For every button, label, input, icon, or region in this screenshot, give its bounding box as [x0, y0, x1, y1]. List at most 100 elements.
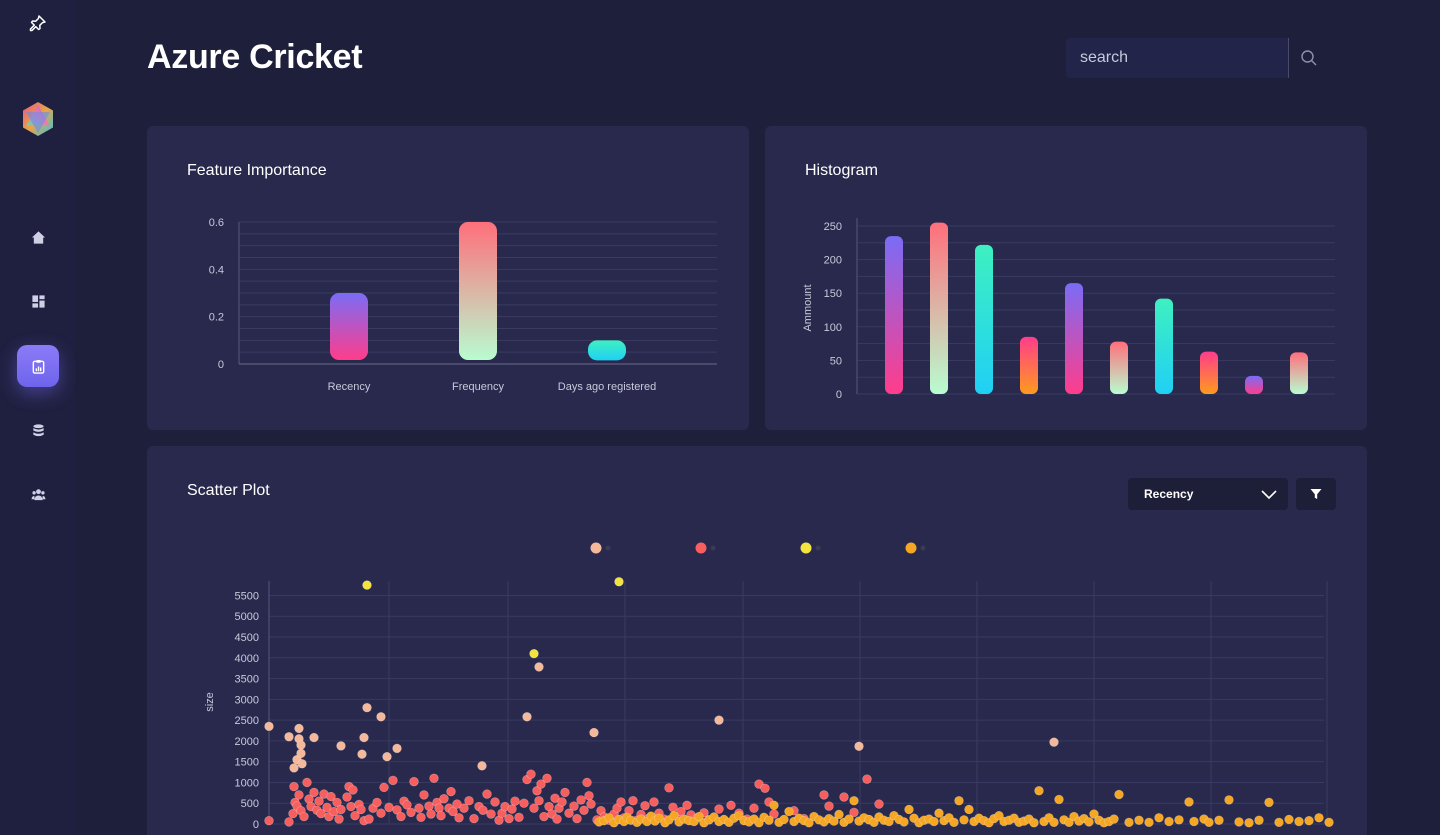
- scatter-point: [1314, 813, 1324, 823]
- scatter-point: [1124, 817, 1134, 828]
- histogram-chart: 0 50 100 150 200 250 Ammount: [802, 218, 1335, 401]
- scatter-point: [769, 800, 779, 811]
- y-axis-label: size: [204, 692, 216, 712]
- scatter-point: [824, 801, 834, 811]
- sidebar-item-database[interactable]: [17, 409, 59, 451]
- scatter-point: [364, 814, 374, 824]
- filter-icon: [1310, 489, 1322, 499]
- scatter-point: [464, 796, 474, 806]
- scatter-point: [1294, 816, 1304, 827]
- scatter-point: [452, 799, 462, 809]
- scatter-point: [714, 715, 724, 725]
- scatter-point: [316, 808, 326, 819]
- scatter-point: [419, 790, 429, 800]
- scatter-point: [1109, 814, 1119, 824]
- scatter-point: [854, 741, 864, 751]
- scatter-point: [482, 789, 492, 799]
- sidebar-item-users[interactable]: [17, 473, 59, 515]
- y-tick-label: 5500: [235, 590, 259, 602]
- search-button[interactable]: [1289, 38, 1329, 78]
- scatter-point: [760, 783, 770, 793]
- pin-icon[interactable]: [29, 14, 47, 32]
- scatter-point: [569, 801, 579, 811]
- scatter-point: [572, 813, 582, 824]
- scatter-point: [459, 803, 469, 813]
- scatter-title: Scatter Plot: [187, 482, 270, 499]
- scatter-point: [388, 775, 398, 786]
- bar: [459, 222, 497, 360]
- scatter-point: [682, 800, 692, 811]
- chevron-down-icon: [1261, 490, 1277, 500]
- scatter-point: [348, 785, 358, 795]
- y-axis-label: Ammount: [802, 284, 814, 331]
- scatter-point: [529, 648, 539, 659]
- sidebar-item-dashboard[interactable]: [17, 280, 59, 322]
- y-tick-label: 250: [824, 221, 842, 233]
- bar: [330, 293, 368, 360]
- feature-importance-chart: 0 0.2 0.4 0.6 Recency Frequency Days ago regis…: [209, 217, 717, 393]
- feature-select-value: Recency: [1144, 487, 1194, 501]
- scatter-point: [288, 808, 298, 819]
- y-tick-label: 0: [836, 389, 842, 401]
- scatter-point: [309, 787, 319, 798]
- scatter-point: [1244, 818, 1254, 828]
- scatter-point: [392, 743, 402, 754]
- scatter-point: [994, 810, 1004, 821]
- scatter-point: [372, 797, 382, 808]
- scatter-point: [669, 810, 679, 821]
- legend-marker: [905, 542, 917, 554]
- scatter-point: [884, 816, 894, 827]
- scatter-point: [382, 751, 392, 762]
- scatter-point: [664, 783, 674, 793]
- scatter-point: [614, 577, 624, 587]
- legend-marker: [695, 542, 707, 554]
- sidebar-item-home[interactable]: [17, 216, 59, 258]
- scatter-point: [1204, 817, 1214, 828]
- scatter-point: [1224, 795, 1234, 805]
- scatter-point: [334, 814, 344, 824]
- home-icon: [31, 230, 45, 244]
- scatter-point: [1174, 815, 1184, 825]
- feature-importance-card: Feature Importance 0 0.2 0.4 0.6 Recency Freq…: [147, 126, 749, 430]
- y-tick-label: 1500: [235, 757, 259, 769]
- scatter-point: [749, 803, 759, 813]
- scatter-point: [264, 721, 274, 732]
- scatter-point: [628, 796, 638, 806]
- scatter-point: [297, 759, 307, 769]
- scatter-point: [586, 799, 596, 809]
- search-box: [1066, 38, 1288, 78]
- scatter-point: [436, 810, 446, 821]
- scatter-point: [454, 813, 464, 823]
- scatter-point: [784, 806, 794, 817]
- scatter-chart: 0 500 1000 1500 2000 2500 3000 3500 4000 4500 5000…: [204, 542, 1334, 831]
- scatter-point: [350, 810, 360, 821]
- sidebar-item-reports[interactable]: [17, 345, 59, 387]
- y-tick-label: 3500: [235, 674, 259, 686]
- scatter-point: [322, 802, 332, 813]
- y-tick-label: 2500: [235, 715, 259, 727]
- search-icon: [1301, 50, 1317, 66]
- scatter-point: [439, 793, 449, 804]
- filter-button[interactable]: [1296, 478, 1336, 510]
- scatter-point: [1164, 816, 1174, 827]
- scatter-point: [359, 732, 369, 743]
- scatter-point: [726, 800, 736, 811]
- scatter-point: [426, 809, 436, 819]
- scatter-point: [1049, 817, 1059, 828]
- scatter-point: [1304, 815, 1314, 826]
- scatter-point: [929, 816, 939, 827]
- scatter-point: [379, 782, 389, 793]
- scatter-point: [899, 817, 909, 827]
- scatter-point: [336, 741, 346, 751]
- scatter-point: [284, 732, 294, 742]
- search-input[interactable]: [1066, 38, 1288, 78]
- scatter-point: [539, 811, 549, 822]
- scatter-point: [409, 776, 419, 787]
- scatter-point: [576, 795, 586, 805]
- scatter-point: [469, 813, 479, 824]
- feature-select[interactable]: Recency: [1128, 478, 1288, 510]
- legend-dot: [710, 545, 716, 551]
- scatter-point: [589, 727, 599, 738]
- scatter-point: [362, 580, 372, 590]
- y-tick-label: 4500: [235, 632, 259, 644]
